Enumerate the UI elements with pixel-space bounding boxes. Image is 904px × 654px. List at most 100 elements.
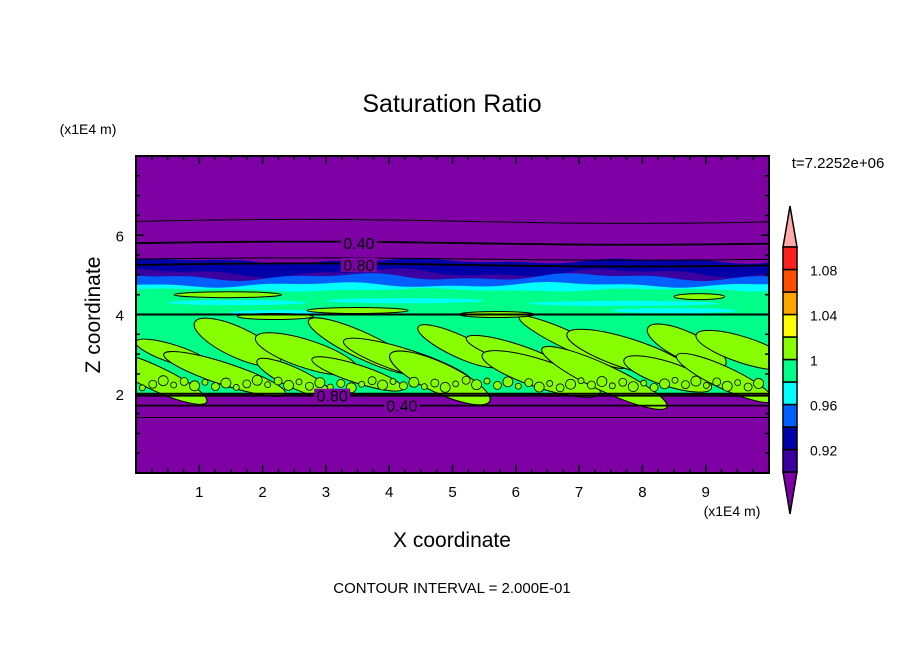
blob-1.00 (681, 380, 690, 390)
blob-1.00 (420, 383, 428, 391)
x-tick-labels: 1 2 3 4 5 6 7 8 9 (195, 484, 710, 501)
blob-1.00 (471, 379, 482, 391)
colorbar-label: 1 (810, 353, 818, 369)
blob-1.00 (565, 378, 576, 390)
blob-1.00 (148, 379, 158, 389)
x-tick-label: 9 (702, 484, 710, 501)
streak-0.96 (528, 300, 719, 306)
blob-1.00 (734, 379, 742, 387)
blob-1.00 (743, 382, 753, 392)
blob-1.00 (138, 384, 146, 392)
blob-1.00 (546, 380, 554, 387)
y-tick-label: 6 (116, 228, 124, 245)
contour-label: 0.80 (343, 258, 374, 275)
colorbar-label: 1.08 (810, 263, 837, 279)
blob-1.00 (577, 377, 585, 385)
blob-1.00 (179, 377, 189, 386)
roll-1.00 (695, 329, 769, 371)
colorbar-under-triangle (782, 471, 798, 515)
blob-1.00 (305, 381, 314, 391)
lens-1.00 (173, 291, 283, 299)
blob-1.00 (461, 375, 471, 385)
contour-label: 0.80 (317, 389, 348, 406)
colorbar: 0.92 0.96 1 1.04 1.08 (782, 205, 837, 515)
y-tick-label: 4 (116, 308, 124, 325)
x-tick-label: 4 (385, 484, 393, 501)
contour-label: 0.40 (386, 399, 417, 416)
blob-1.00 (452, 380, 460, 388)
blob-1.00 (377, 379, 388, 391)
x-axis-label: X coordinate (393, 529, 511, 552)
time-label: t=7.2252e+06 (792, 155, 885, 172)
blob-1.00 (514, 382, 522, 390)
blob-1.00 (358, 380, 366, 388)
x-tick-label: 2 (258, 484, 266, 501)
blob-1.00 (587, 380, 596, 390)
blob-1.00 (439, 382, 451, 393)
x-tick-label: 7 (575, 484, 583, 501)
colorbar-segment (782, 448, 798, 473)
contour-label-bg (340, 236, 377, 251)
blob-1.00 (273, 376, 283, 386)
blob-1.00 (408, 376, 420, 388)
blob-1.00 (502, 376, 514, 388)
contour-interval-note: CONTOUR INTERVAL = 2.000E-01 (333, 580, 570, 597)
roll-1.00 (389, 350, 491, 406)
x-tick-label: 5 (448, 484, 456, 501)
contour-label-bg (314, 388, 351, 403)
blob-1.00 (242, 379, 252, 389)
blob-1.00 (671, 376, 679, 384)
y-tick-labels: 2 4 6 (116, 228, 124, 404)
x-tick-label: 6 (512, 484, 520, 501)
chart-title: Saturation Ratio (362, 90, 541, 118)
x-tick-label: 3 (322, 484, 330, 501)
colorbar-over-triangle (782, 205, 798, 248)
y-unit-label: (x1E4 m) (60, 121, 117, 137)
contour-line-0.60 (136, 257, 769, 261)
blob-1.00 (493, 381, 502, 390)
blob-1.00 (649, 383, 659, 392)
x-tick-label: 1 (195, 484, 203, 501)
blob-1.00 (170, 381, 178, 389)
contour-line-0.20 (136, 218, 769, 224)
blob-1.00 (618, 377, 628, 387)
blob-1.00 (640, 379, 648, 387)
blob-1.00 (389, 378, 397, 385)
blob-1.00 (232, 384, 240, 391)
blob-1.00 (220, 377, 232, 389)
streak-0.96 (610, 308, 738, 314)
blob-1.00 (399, 381, 408, 391)
colorbar-segment (782, 268, 798, 293)
streak-0.96 (325, 298, 485, 304)
blob-1.00 (283, 380, 294, 391)
blob-1.00 (264, 381, 272, 389)
blob-1.00 (596, 376, 608, 387)
blob-1.00 (251, 374, 263, 386)
blob-1.00 (533, 381, 545, 393)
x-unit-label: (x1E4 m) (704, 503, 761, 519)
lens-1.00 (306, 307, 409, 315)
blob-1.00 (712, 377, 722, 387)
lens-1.00 (673, 293, 726, 301)
colorbar-label: 0.92 (810, 443, 837, 459)
y-tick-label: 2 (116, 387, 124, 404)
blob-1.00 (659, 378, 670, 390)
x-tick-label: 8 (638, 484, 646, 501)
blob-1.00 (430, 378, 440, 388)
contour-label-bg (383, 398, 420, 413)
blob-1.00 (211, 382, 220, 392)
colorbar-segment (782, 336, 798, 361)
colorbar-segment (782, 291, 798, 316)
colorbar-label: 1.04 (810, 308, 837, 324)
contour-label-bg (340, 257, 377, 272)
blob-1.00 (608, 382, 616, 390)
blob-1.00 (157, 375, 169, 387)
y-axis-label: Z coordinate (82, 257, 105, 374)
blob-1.00 (295, 378, 303, 386)
roll-1.00 (136, 350, 208, 405)
blob-1.00 (690, 375, 702, 387)
contour-line-0.80 (136, 262, 769, 268)
colorbar-segment (782, 403, 798, 428)
blob-1.00 (753, 378, 764, 389)
